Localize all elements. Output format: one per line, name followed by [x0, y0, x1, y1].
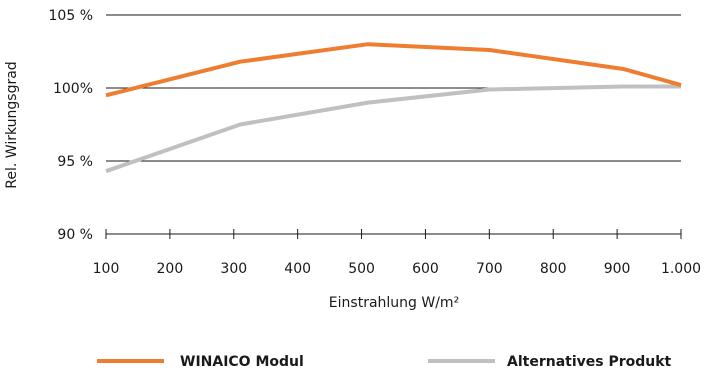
x-tick-label: 700: [476, 261, 503, 277]
y-tick-label: 100%: [53, 81, 93, 97]
series-line-alternatives-produkt: [105, 84, 681, 174]
x-tick-label: 500: [348, 261, 375, 277]
series-line-winaico-modul: [105, 42, 682, 98]
x-tick-label: 600: [412, 261, 439, 277]
x-tick-label: 300: [220, 261, 247, 277]
legend-label: WINAICO Modul: [180, 354, 304, 370]
y-tick-label: 95 %: [57, 154, 93, 170]
x-axis-title: Einstrahlung W/m²: [329, 295, 459, 311]
y-tick-label: 105 %: [49, 8, 93, 24]
y-tick-label: 90 %: [57, 227, 93, 243]
legend-label: Alternatives Produkt: [507, 354, 672, 370]
legend-item-winaico-modul: WINAICO Modul: [97, 354, 304, 370]
x-tick-label: 1.000: [661, 261, 701, 277]
legend-item-alternatives-produkt: Alternatives Produkt: [428, 354, 672, 370]
x-tick-label: 100: [93, 261, 120, 277]
x-tick-labels: 100 200 300 400 500 600 700 800 900 1.000: [93, 261, 701, 277]
series-lines: [105, 42, 682, 174]
x-tick-label: 200: [157, 261, 184, 277]
x-axis: [105, 229, 682, 239]
y-tick-labels: 90 % 95 % 100% 105 %: [49, 8, 93, 243]
x-tick-label: 900: [604, 261, 631, 277]
x-tick-label: 800: [540, 261, 567, 277]
legend: WINAICO Modul Alternatives Produkt: [97, 354, 672, 370]
x-tick-label: 400: [284, 261, 311, 277]
y-axis-title: Rel. Wirkungsgrad: [4, 61, 20, 188]
